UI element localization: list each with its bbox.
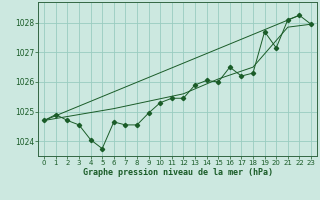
X-axis label: Graphe pression niveau de la mer (hPa): Graphe pression niveau de la mer (hPa) — [83, 168, 273, 177]
